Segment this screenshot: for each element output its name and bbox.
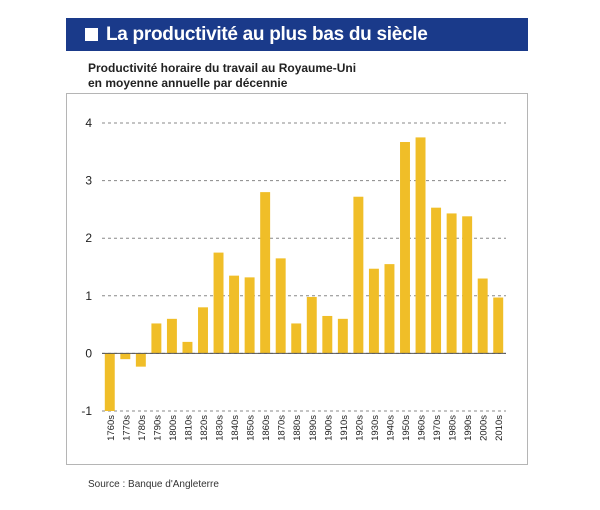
bar-1980s <box>446 213 457 354</box>
x-tick-label: 1890s <box>308 415 319 441</box>
bar-1760s <box>104 353 115 411</box>
chart-subtitle: Productivité horaire du travail au Royau… <box>88 61 356 91</box>
x-tick-label: 1790s <box>152 415 163 441</box>
bar-1780s <box>135 353 146 367</box>
x-tick-label: 1910s <box>339 415 350 441</box>
bar-1850s <box>244 277 255 354</box>
bar-1950s <box>400 142 410 354</box>
square-bullet-icon <box>85 28 98 41</box>
chart-frame <box>66 93 528 465</box>
x-tick-label: 1830s <box>215 415 226 441</box>
bar-1770s <box>120 353 131 360</box>
y-tick-label: 0 <box>85 346 92 360</box>
bar-1840s <box>229 275 240 354</box>
subtitle-line-2: en moyenne annuelle par décennie <box>88 76 288 90</box>
bar-1810s <box>182 341 193 354</box>
bar-1880s <box>291 323 302 354</box>
bar-1930s <box>368 268 379 354</box>
bar-1940s <box>384 264 395 354</box>
x-tick-label: 1770s <box>121 415 132 441</box>
bar-1800s <box>166 318 177 354</box>
bar-1970s <box>431 207 442 354</box>
x-tick-label: 1930s <box>370 415 381 441</box>
x-tick-label: 1820s <box>199 415 210 441</box>
subtitle-line-1: Productivité horaire du travail au Royau… <box>88 61 357 75</box>
y-tick-label: -1 <box>81 404 92 418</box>
x-tick-label: 2000s <box>479 415 490 441</box>
source-note: Source : Banque d'Angleterre <box>88 479 219 490</box>
bar-1790s <box>151 323 162 354</box>
x-tick-label: 1980s <box>448 415 459 441</box>
bar-1860s <box>260 192 271 354</box>
bar-1830s <box>213 252 224 354</box>
x-tick-label: 1760s <box>106 415 117 441</box>
x-tick-label: 1950s <box>401 415 412 441</box>
x-tick-label: 1780s <box>137 415 148 441</box>
title-banner: La productivité au plus bas du siècle <box>66 18 528 51</box>
x-tick-label: 1900s <box>323 415 334 441</box>
y-tick-label: 3 <box>85 174 92 188</box>
y-tick-label: 2 <box>85 231 92 245</box>
x-tick-label: 1990s <box>463 415 474 441</box>
x-tick-label: 1860s <box>261 415 272 441</box>
x-tick-label: 1850s <box>246 415 257 441</box>
x-tick-label: 1970s <box>432 415 443 441</box>
x-tick-label: 1810s <box>183 415 194 441</box>
y-tick-label: 1 <box>85 289 92 303</box>
x-tick-label: 1870s <box>277 415 288 441</box>
x-tick-label: 1920s <box>354 415 365 441</box>
bar-1890s <box>306 296 317 354</box>
x-tick-label: 1960s <box>417 415 428 441</box>
bar-1910s <box>337 318 348 354</box>
bar-1960s <box>415 137 426 354</box>
bar-1870s <box>275 258 286 354</box>
bar-1990s <box>462 216 473 354</box>
y-tick-label: 4 <box>85 116 92 130</box>
bar-1820s <box>198 307 208 354</box>
chart-title: La productivité au plus bas du siècle <box>106 23 428 45</box>
bar-2010s <box>493 297 504 354</box>
bar-1900s <box>322 315 333 354</box>
x-tick-label: 1840s <box>230 415 241 441</box>
bar-chart: -1 0 1 2 3 4 1760s 1770s 1780s 1790s 1800s 1810s 182… <box>81 116 506 441</box>
bar-2000s <box>477 278 488 354</box>
x-tick-label: 1940s <box>385 415 396 441</box>
x-tick-label: 1880s <box>292 415 303 441</box>
x-tick-label: 1800s <box>168 415 179 441</box>
bar-1920s <box>353 196 364 354</box>
x-tick-label: 2010s <box>494 415 505 441</box>
